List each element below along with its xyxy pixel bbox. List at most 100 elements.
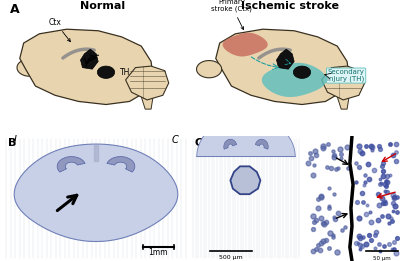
Text: 50 μm: 50 μm [373, 256, 391, 260]
Point [394, 194, 400, 199]
Point [366, 233, 372, 237]
Text: Normal: Normal [80, 1, 125, 11]
Point [305, 161, 312, 165]
Polygon shape [224, 139, 237, 149]
Point [394, 236, 400, 241]
Point [377, 248, 384, 253]
Point [352, 241, 359, 245]
Point [382, 188, 388, 193]
Polygon shape [337, 97, 349, 109]
Point [377, 176, 384, 181]
Point [373, 230, 380, 234]
Point [356, 216, 362, 221]
Point [377, 147, 383, 151]
Point [368, 148, 375, 152]
Polygon shape [80, 49, 98, 69]
Point [357, 236, 363, 240]
Point [320, 144, 326, 148]
Point [382, 199, 388, 203]
Point [322, 220, 329, 224]
Point [364, 162, 371, 166]
Polygon shape [197, 115, 295, 157]
Point [380, 169, 386, 173]
Point [336, 147, 343, 151]
Point [376, 144, 382, 148]
Point [379, 196, 385, 200]
Point [390, 209, 397, 213]
Point [313, 153, 319, 157]
Point [391, 195, 397, 199]
Point [368, 145, 375, 149]
Polygon shape [293, 66, 311, 78]
Point [310, 248, 316, 253]
Point [330, 215, 337, 219]
Point [313, 247, 320, 251]
Point [327, 231, 334, 235]
Point [381, 244, 388, 248]
Point [386, 242, 392, 246]
Point [375, 217, 381, 222]
Point [317, 248, 323, 252]
Point [318, 241, 324, 245]
Point [311, 220, 317, 224]
Point [362, 144, 369, 148]
Point [334, 211, 341, 215]
Text: Secondary
injury (TH): Secondary injury (TH) [328, 69, 365, 82]
Point [376, 182, 383, 186]
Point [392, 204, 398, 209]
Text: 500 μm: 500 μm [219, 255, 243, 260]
Point [332, 217, 338, 221]
Text: Ctx: Ctx [49, 17, 70, 42]
Text: A: A [10, 3, 20, 16]
Polygon shape [255, 139, 268, 149]
Point [382, 182, 388, 186]
Point [353, 161, 359, 165]
Polygon shape [97, 66, 115, 78]
Point [389, 247, 395, 251]
Point [310, 227, 316, 231]
Point [366, 210, 373, 214]
Point [366, 177, 372, 181]
Point [394, 210, 400, 215]
Point [345, 166, 352, 170]
Point [320, 146, 327, 150]
Point [331, 192, 337, 197]
Point [362, 180, 368, 184]
Point [325, 142, 331, 146]
Point [356, 165, 362, 170]
Polygon shape [126, 66, 169, 100]
Point [331, 153, 337, 157]
Point [310, 173, 316, 177]
Point [376, 203, 382, 207]
Point [330, 233, 336, 237]
Point [379, 214, 386, 218]
Point [332, 167, 339, 171]
Point [356, 242, 363, 247]
Point [385, 214, 392, 218]
Point [392, 142, 399, 146]
Point [388, 219, 395, 223]
Polygon shape [230, 166, 260, 194]
Point [370, 168, 377, 173]
Point [376, 241, 383, 246]
Point [318, 195, 324, 199]
Polygon shape [141, 97, 153, 109]
Polygon shape [107, 157, 135, 172]
Point [315, 206, 322, 210]
Point [359, 191, 365, 195]
Point [368, 220, 374, 224]
Polygon shape [20, 29, 153, 104]
Polygon shape [322, 66, 365, 100]
Point [323, 238, 329, 242]
Text: Primary
stroke (Ctx): Primary stroke (Ctx) [211, 0, 252, 29]
Point [324, 164, 330, 169]
Point [368, 144, 375, 148]
Point [329, 235, 336, 239]
Point [329, 149, 336, 153]
Point [355, 144, 362, 148]
Polygon shape [94, 145, 98, 161]
Point [380, 201, 386, 205]
Point [326, 204, 333, 209]
Point [393, 251, 400, 255]
Point [310, 214, 316, 218]
